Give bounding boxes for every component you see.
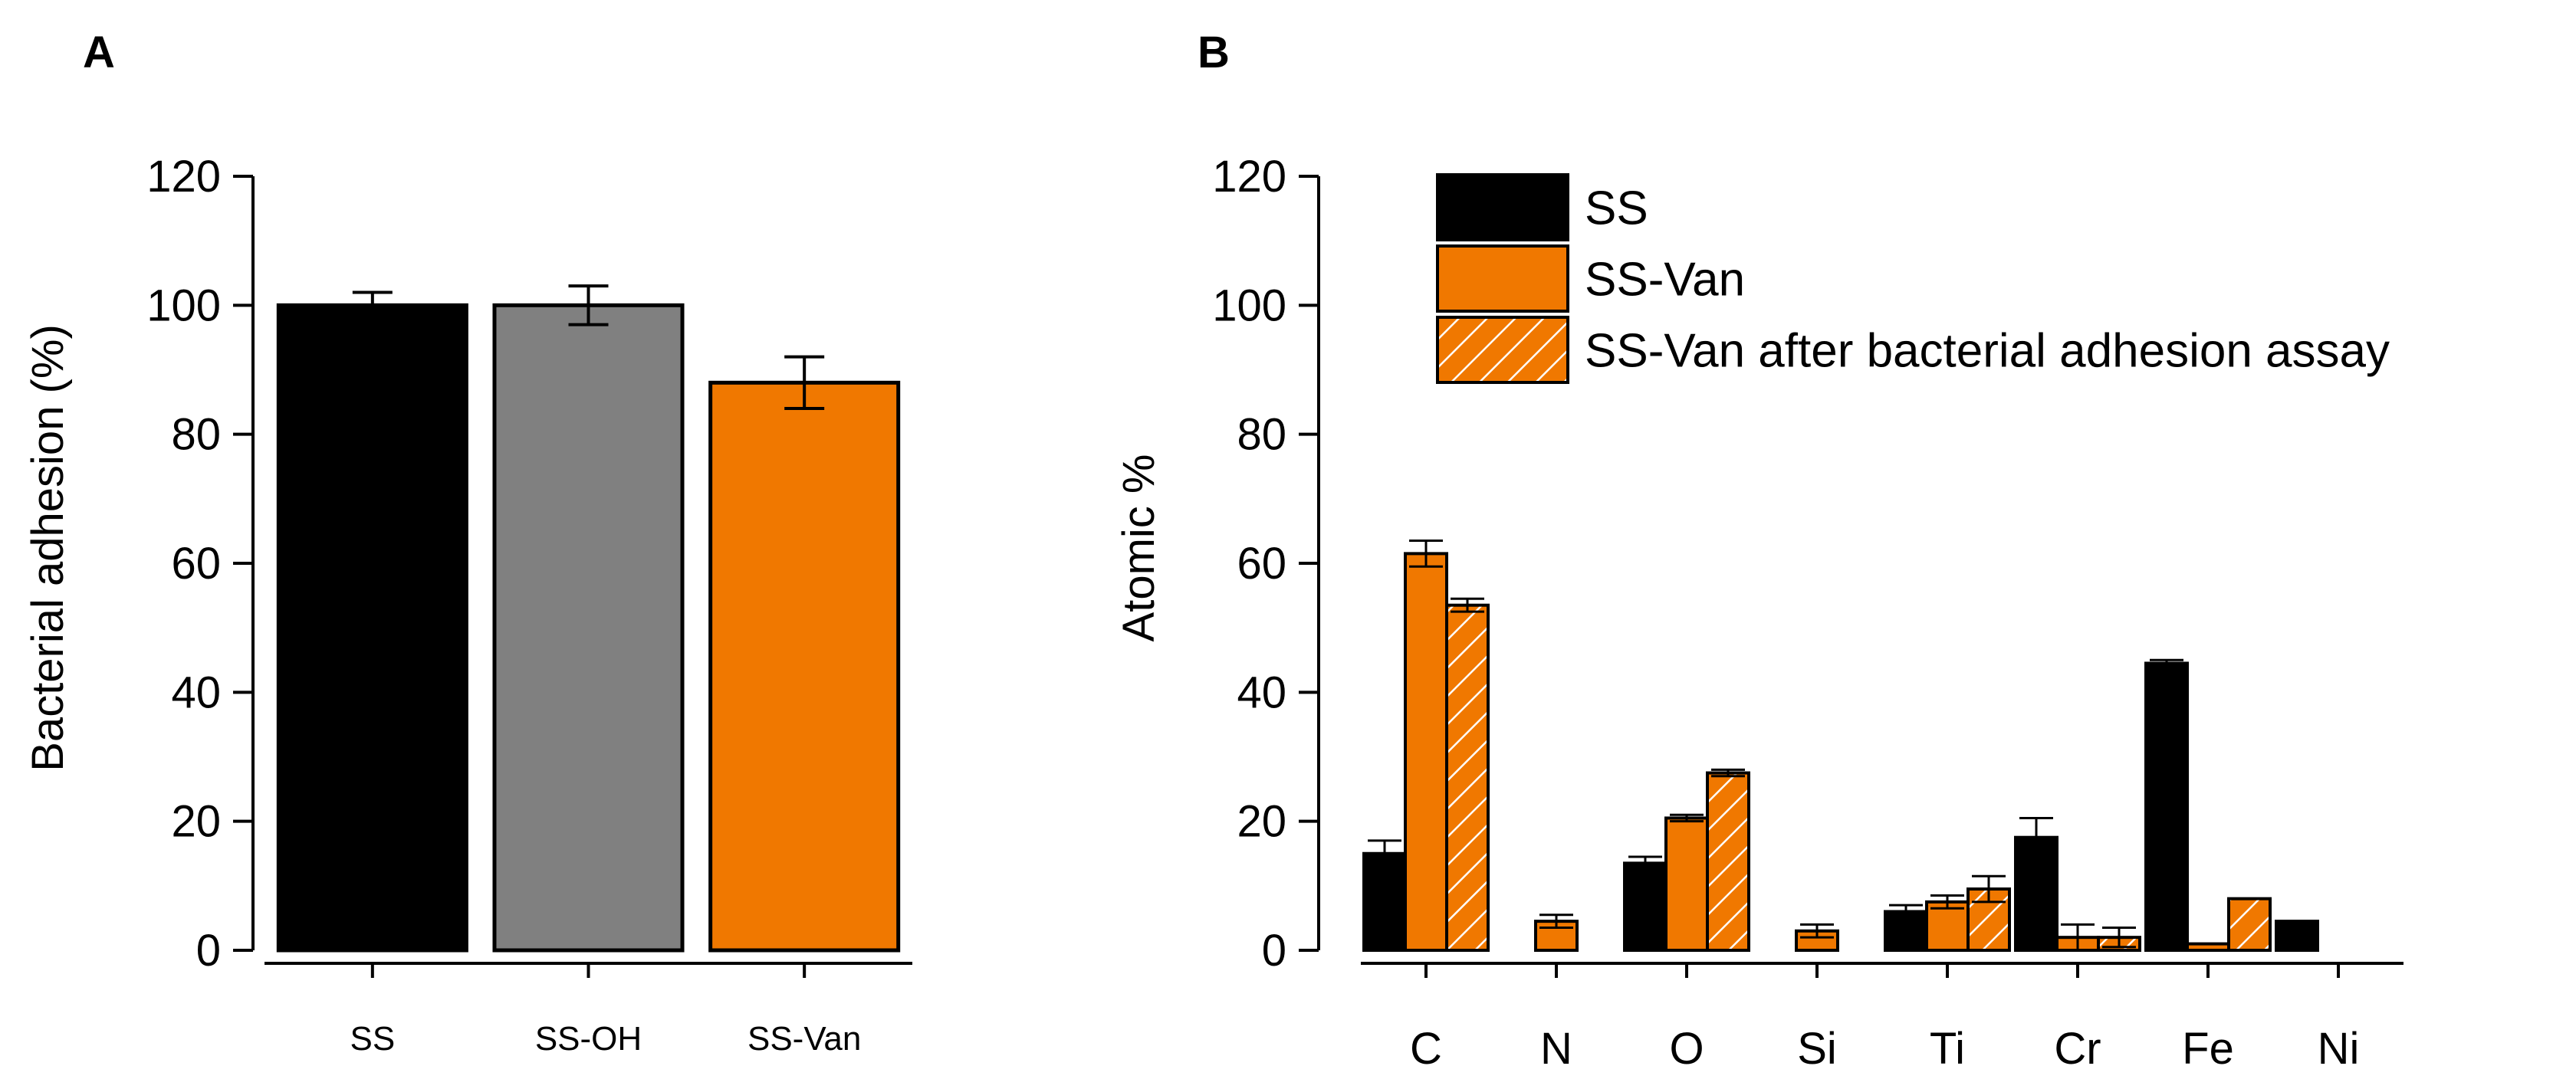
y-tick-label: 0 (1262, 926, 1286, 976)
bar (1362, 851, 1407, 952)
bar-hatch (1448, 606, 1487, 949)
panel-a-label: A (83, 28, 115, 77)
legend-swatch-hatch (1439, 319, 1566, 381)
y-tick-label: 20 (171, 797, 221, 847)
bar (708, 380, 901, 953)
bar (276, 303, 468, 953)
y-tick-label: 100 (1212, 280, 1286, 330)
bar (2275, 920, 2319, 952)
y-tick-label: 120 (1212, 152, 1286, 202)
y-tick-label: 20 (1237, 797, 1286, 847)
legend-label: SS-Van after bacterial adhesion assay (1585, 325, 2390, 378)
panel-a-marks: 0 20 40 60 80 100 120 SS SS-OH SS-Van (146, 152, 912, 1058)
x-tick-label: O (1669, 1024, 1704, 1074)
bar (2186, 942, 2230, 953)
x-tick-label: Ni (2318, 1024, 2360, 1074)
panel-b-legend: SS SS-Van SS-Van after bacterial adhesion … (1436, 173, 2390, 384)
panel-b-marks: 0 20 40 60 80 100 120 C N O Si Ti Cr Fe Ni (1212, 152, 2404, 1074)
bar (492, 303, 685, 953)
legend-label: SS-Van (1585, 254, 1745, 307)
legend-swatch (1436, 173, 1569, 241)
y-tick-label: 60 (171, 539, 221, 589)
x-tick-label: C (1410, 1024, 1442, 1074)
x-tick-label: SS-OH (535, 1020, 642, 1058)
y-tick-label: 120 (146, 152, 221, 202)
x-tick-label: SS-Van (748, 1020, 861, 1058)
bar (1664, 816, 1709, 953)
panel-b-y-axis-title: Atomic % (1114, 454, 1164, 642)
bar (1404, 552, 1448, 952)
legend-label: SS (1585, 182, 1648, 235)
panel-a-y-axis-title: Bacterial adhesion (%) (23, 324, 73, 772)
y-tick-label: 80 (171, 410, 221, 460)
panel-a-chart: A Bacterial adhesion (%) 0 20 40 60 80 100 120… (23, 28, 912, 1058)
y-tick-label: 0 (196, 926, 221, 976)
y-tick-label: 40 (171, 668, 221, 717)
bar-hatch (2230, 900, 2269, 949)
x-tick-label: Cr (2054, 1024, 2101, 1074)
bar-hatch (1709, 774, 1747, 949)
x-tick-label: Ti (1930, 1024, 1965, 1074)
x-tick-label: SS (350, 1020, 395, 1058)
x-tick-label: N (1540, 1024, 1572, 1074)
bar (1623, 861, 1668, 952)
bar (2144, 661, 2189, 952)
y-tick-label: 60 (1237, 539, 1286, 589)
panel-b-label: B (1198, 28, 1230, 77)
legend-swatch (1436, 244, 1569, 313)
x-tick-label: Fe (2182, 1024, 2234, 1074)
x-tick-label: Si (1797, 1024, 1837, 1074)
y-tick-label: 80 (1237, 410, 1286, 460)
y-tick-label: 40 (1237, 668, 1286, 717)
y-tick-label: 100 (146, 280, 221, 330)
